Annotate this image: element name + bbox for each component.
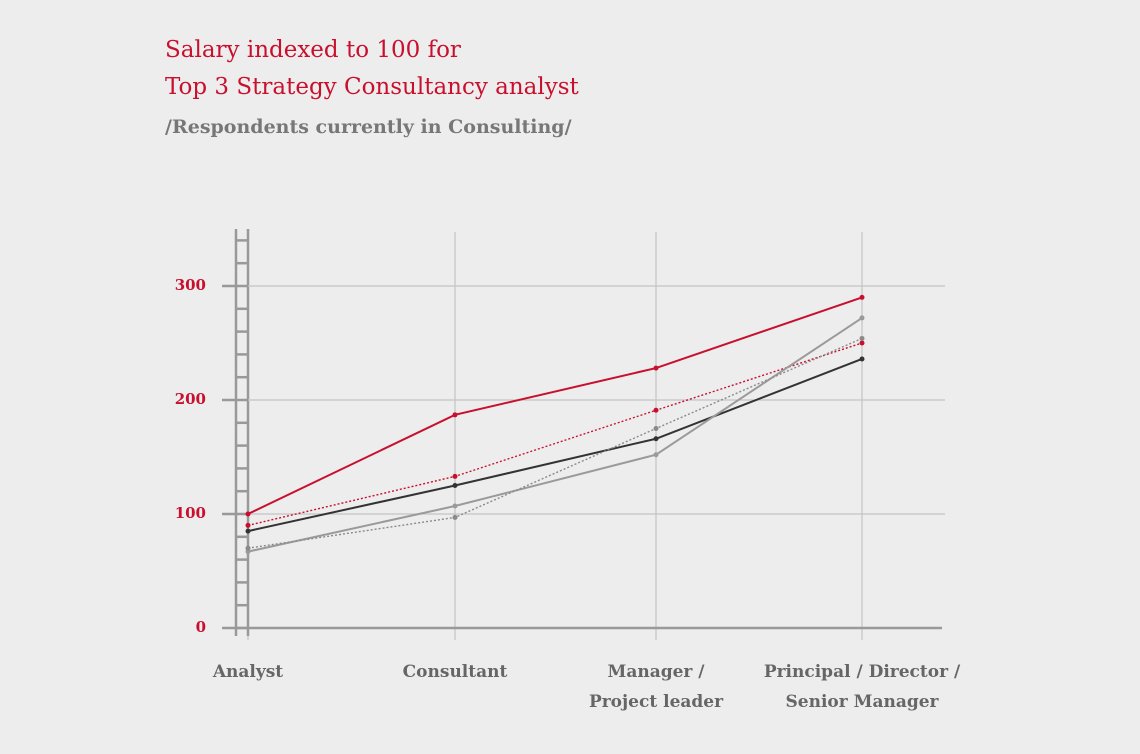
point — [653, 426, 659, 431]
series-line — [247, 317, 863, 553]
point — [452, 473, 458, 479]
x-tick-label: Consultant — [402, 662, 508, 682]
point — [245, 528, 251, 534]
point — [859, 294, 865, 300]
point — [859, 340, 865, 346]
x-tick-label: Principal / Director / Senior Manager — [763, 662, 961, 712]
point — [245, 511, 251, 517]
chart-title: Salary indexed to 100 for Top 3 Strategy… — [165, 37, 579, 100]
chart-subtitle: /Respondents currently in Consulting/ — [165, 116, 572, 138]
point — [653, 407, 659, 413]
point — [245, 549, 251, 555]
point — [452, 503, 458, 509]
series-line — [247, 358, 863, 533]
point — [452, 514, 458, 520]
y-tick-label: 0 — [196, 618, 206, 636]
y-tick-label: 300 — [175, 276, 206, 294]
series-line — [247, 296, 863, 515]
x-tick-label: Manager / Project leader — [588, 662, 724, 712]
point — [245, 545, 251, 551]
point — [653, 452, 659, 458]
point — [653, 365, 659, 371]
point — [859, 315, 865, 321]
y-tick-label: 200 — [175, 390, 206, 408]
point — [859, 335, 865, 341]
series-line — [247, 337, 863, 549]
point — [653, 436, 659, 442]
series-line — [247, 342, 863, 527]
point — [859, 356, 865, 362]
point — [452, 483, 458, 488]
x-tick-label: Analyst — [212, 662, 284, 682]
point — [452, 412, 458, 418]
point — [245, 522, 251, 528]
y-tick-label: 100 — [175, 504, 206, 522]
